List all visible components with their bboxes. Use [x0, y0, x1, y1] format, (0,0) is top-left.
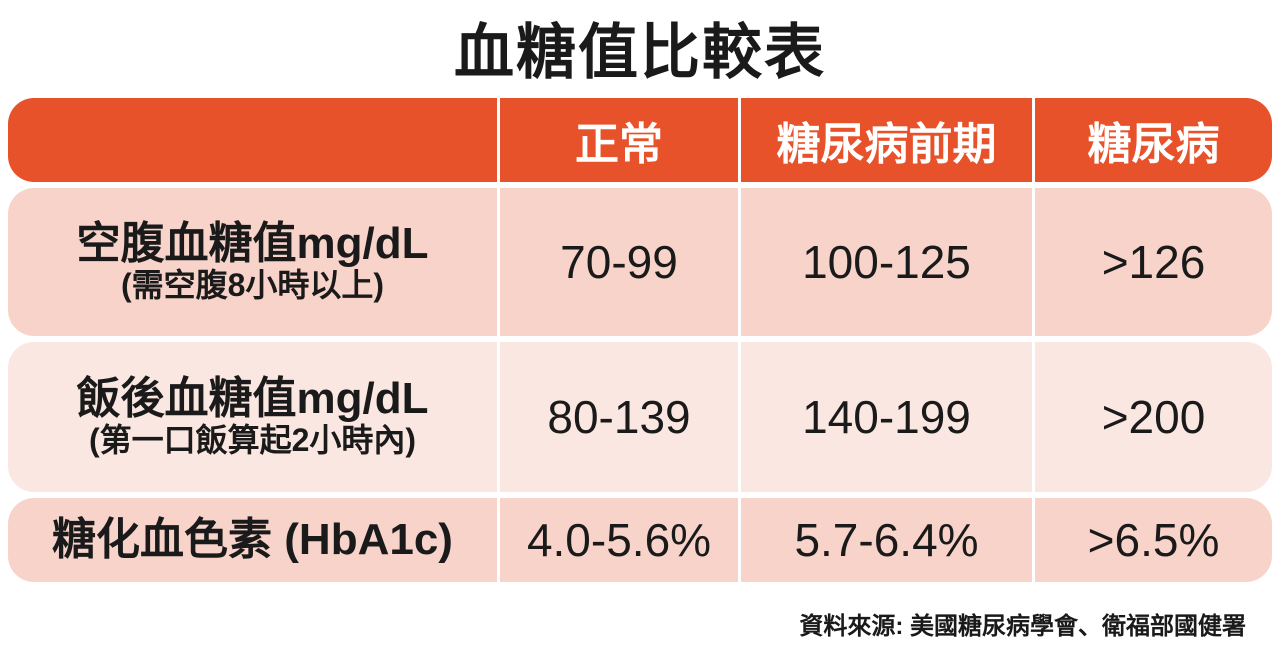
- row-label: 飯後血糖值mg/dL: [76, 374, 429, 424]
- table-row: 空腹血糖值mg/dL (需空腹8小時以上) 70-99 100-125 >126: [8, 188, 1272, 336]
- row-label-cell: 空腹血糖值mg/dL (需空腹8小時以上): [8, 188, 497, 336]
- value-cell: 80-139: [497, 342, 738, 492]
- header-empty: [8, 98, 497, 182]
- title: 血糖值比較表: [454, 19, 826, 86]
- header-cell: 糖尿病: [1032, 98, 1272, 182]
- value-cell: 100-125: [738, 188, 1032, 336]
- row-note: (第一口飯算起2小時內): [88, 421, 417, 458]
- table-row: 糖化血色素 (HbA1c) 4.0-5.6% 5.7-6.4% >6.5%: [8, 498, 1272, 582]
- header-row: 正常 糖尿病前期 糖尿病: [8, 98, 1272, 182]
- source-note: 資料來源: 美國糖尿病學會、衛福部國健署: [799, 613, 1246, 640]
- row-label-cell: 糖化血色素 (HbA1c): [8, 498, 497, 582]
- row-label-cell: 飯後血糖值mg/dL (第一口飯算起2小時內): [8, 342, 497, 492]
- value-cell: 140-199: [738, 342, 1032, 492]
- value-cell: >126: [1032, 188, 1272, 336]
- value-cell: >200: [1032, 342, 1272, 492]
- header-cell: 正常: [497, 98, 738, 182]
- header-cell: 糖尿病前期: [738, 98, 1032, 182]
- value-cell: 70-99: [497, 188, 738, 336]
- value-cell: 4.0-5.6%: [497, 498, 738, 582]
- row-label: 糖化血色素 (HbA1c): [52, 514, 453, 564]
- row-label: 空腹血糖值mg/dL: [76, 219, 429, 269]
- value-cell: 5.7-6.4%: [738, 498, 1032, 582]
- row-note: (需空腹8小時以上): [120, 266, 385, 303]
- value-cell: >6.5%: [1032, 498, 1272, 582]
- table-row: 飯後血糖值mg/dL (第一口飯算起2小時內) 80-139 140-199 >…: [8, 342, 1272, 492]
